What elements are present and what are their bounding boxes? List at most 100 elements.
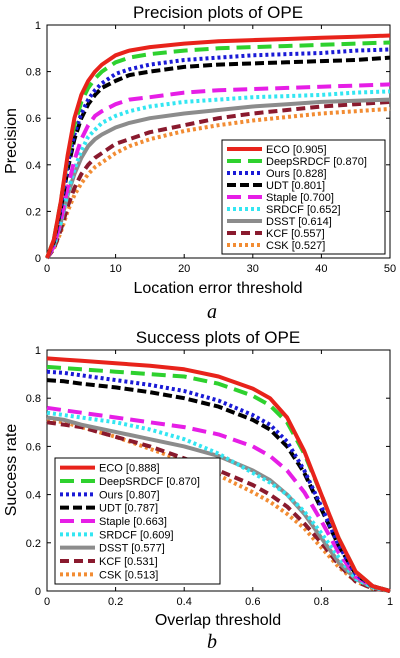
legend-series-name: DSST xyxy=(99,543,131,555)
x-axis-label: Location error threshold xyxy=(134,280,303,297)
legend-series-name: UDT xyxy=(99,503,124,515)
legend-label: Ours [0.828] xyxy=(266,168,327,180)
legend-label: DSST [0.614] xyxy=(266,216,332,228)
x-tick-label: 0.6 xyxy=(245,596,260,608)
precision-chart: Precision plots of OPE 0 10 20 30 40 50 00.20… xyxy=(3,3,396,323)
legend-label: DeepSRDCF [0.870] xyxy=(99,476,200,488)
legend-label: CSK [0.513] xyxy=(99,569,158,581)
success-chart: Success plots of OPE 0 0.2 0.4 0.6 0.8 1 0 0.2… xyxy=(3,328,393,653)
y-tick-label: 1 xyxy=(35,345,41,357)
series-line-csk xyxy=(46,417,391,593)
series-line-udt xyxy=(46,378,391,593)
legend-series-name: UDT xyxy=(266,180,291,192)
caption: b xyxy=(207,631,217,653)
y-tick-label: 0.4 xyxy=(26,160,41,172)
legend: ECO [0.905]DeepSRDCF [0.870]Ours [0.828]… xyxy=(221,139,386,255)
caption: a xyxy=(207,301,217,323)
x-tick-label: 0.4 xyxy=(177,596,192,608)
legend-score: [0.513] xyxy=(125,569,159,581)
x-tick-labels: 0 0.2 0.4 0.6 0.8 1 xyxy=(44,596,393,608)
y-tick-label: 0.2 xyxy=(26,538,41,550)
series-line-staple xyxy=(46,405,391,593)
legend-label: Staple [0.663] xyxy=(99,516,167,528)
legend-score: [0.577] xyxy=(131,543,165,555)
series-line-kcf xyxy=(46,420,391,593)
series-line-eco xyxy=(45,33,391,259)
legend-label: UDT [0.787] xyxy=(99,503,158,515)
legend-series-name: KCF xyxy=(266,228,291,240)
legend-score: [0.870] xyxy=(333,156,367,168)
x-tick-label: 10 xyxy=(109,263,121,275)
legend-series-name: SRDCF xyxy=(99,529,140,541)
series-line-csk xyxy=(45,106,391,260)
legend-label: ECO [0.888] xyxy=(99,463,160,475)
chart-title: Precision plots of OPE xyxy=(133,3,303,22)
series-lines xyxy=(45,33,391,260)
y-tick-label: 0.8 xyxy=(26,67,41,79)
y-axis-label: Precision xyxy=(3,108,20,174)
legend-label: UDT [0.801] xyxy=(266,180,325,192)
y-tick-label: 0.8 xyxy=(26,393,41,405)
legend-score: [0.527] xyxy=(292,240,326,252)
y-tick-label: 0.6 xyxy=(26,113,41,125)
x-tick-label: 0 xyxy=(44,263,50,275)
legend-score: [0.557] xyxy=(291,228,325,240)
chart-title: Success plots of OPE xyxy=(136,328,300,347)
plot-frame xyxy=(46,24,391,259)
legend-score: [0.609] xyxy=(140,529,174,541)
y-tick-label: 1 xyxy=(35,20,41,32)
legend-score: [0.870] xyxy=(166,476,200,488)
x-tick-label: 0.2 xyxy=(108,596,123,608)
legend-score: [0.888] xyxy=(126,463,160,475)
legend-label: CSK [0.527] xyxy=(266,240,325,252)
series-line-deepsrdcf xyxy=(45,40,391,259)
legend-label: DeepSRDCF [0.870] xyxy=(266,156,367,168)
legend-series-name: CSK xyxy=(99,569,125,581)
plot-frame xyxy=(46,349,391,592)
legend-score: [0.700] xyxy=(300,192,334,204)
y-tick-label: 0 xyxy=(35,586,41,598)
legend-score: [0.828] xyxy=(293,168,327,180)
x-axis-label: Overlap threshold xyxy=(155,612,281,629)
legend-series-name: DSST xyxy=(266,216,298,228)
legend-score: [0.652] xyxy=(307,204,341,216)
legend-label: DSST [0.577] xyxy=(99,543,165,555)
legend-series-name: Ours xyxy=(99,489,126,501)
legend-series-name: Staple xyxy=(99,516,133,528)
legend-score: [0.905] xyxy=(293,144,327,156)
series-line-deepsrdcf xyxy=(46,364,391,593)
legend-series-name: KCF xyxy=(99,556,124,568)
series-line-eco xyxy=(46,356,391,593)
x-tick-label: 1 xyxy=(387,596,393,608)
legend-series-name: ECO xyxy=(99,463,126,475)
legend-label: ECO [0.905] xyxy=(266,144,327,156)
x-tick-label: 40 xyxy=(315,263,327,275)
x-tick-label: 50 xyxy=(384,263,396,275)
legend-series-name: SRDCF xyxy=(266,204,307,216)
legend-label: SRDCF [0.609] xyxy=(99,529,174,541)
x-tick-label: 0 xyxy=(44,596,50,608)
legend-series-name: Staple xyxy=(266,192,300,204)
legend-score: [0.807] xyxy=(126,489,160,501)
legend-score: [0.531] xyxy=(124,556,158,568)
legend-label: Ours [0.807] xyxy=(99,489,160,501)
legend-score: [0.801] xyxy=(291,180,325,192)
legend-series-name: Ours xyxy=(266,168,293,180)
x-tick-label: 30 xyxy=(247,263,259,275)
legend-label: SRDCF [0.652] xyxy=(266,204,341,216)
y-tick-labels: 0 0.2 0.4 0.6 0.8 1 xyxy=(26,345,41,598)
x-tick-labels: 0 10 20 30 40 50 xyxy=(44,263,396,275)
legend: ECO [0.888]DeepSRDCF [0.870]Ours [0.807]… xyxy=(54,457,221,585)
legend-score: [0.663] xyxy=(133,516,167,528)
legend-series-name: CSK xyxy=(266,240,292,252)
series-line-staple xyxy=(45,82,391,260)
x-tick-label: 0.8 xyxy=(314,596,329,608)
legend-series-name: ECO xyxy=(266,144,293,156)
series-lines xyxy=(46,356,391,593)
legend-score: [0.614] xyxy=(298,216,332,228)
y-tick-label: 0.4 xyxy=(26,490,41,502)
legend-label: Staple [0.700] xyxy=(266,192,334,204)
y-tick-label: 0.2 xyxy=(26,206,41,218)
series-line-kcf xyxy=(45,99,391,260)
